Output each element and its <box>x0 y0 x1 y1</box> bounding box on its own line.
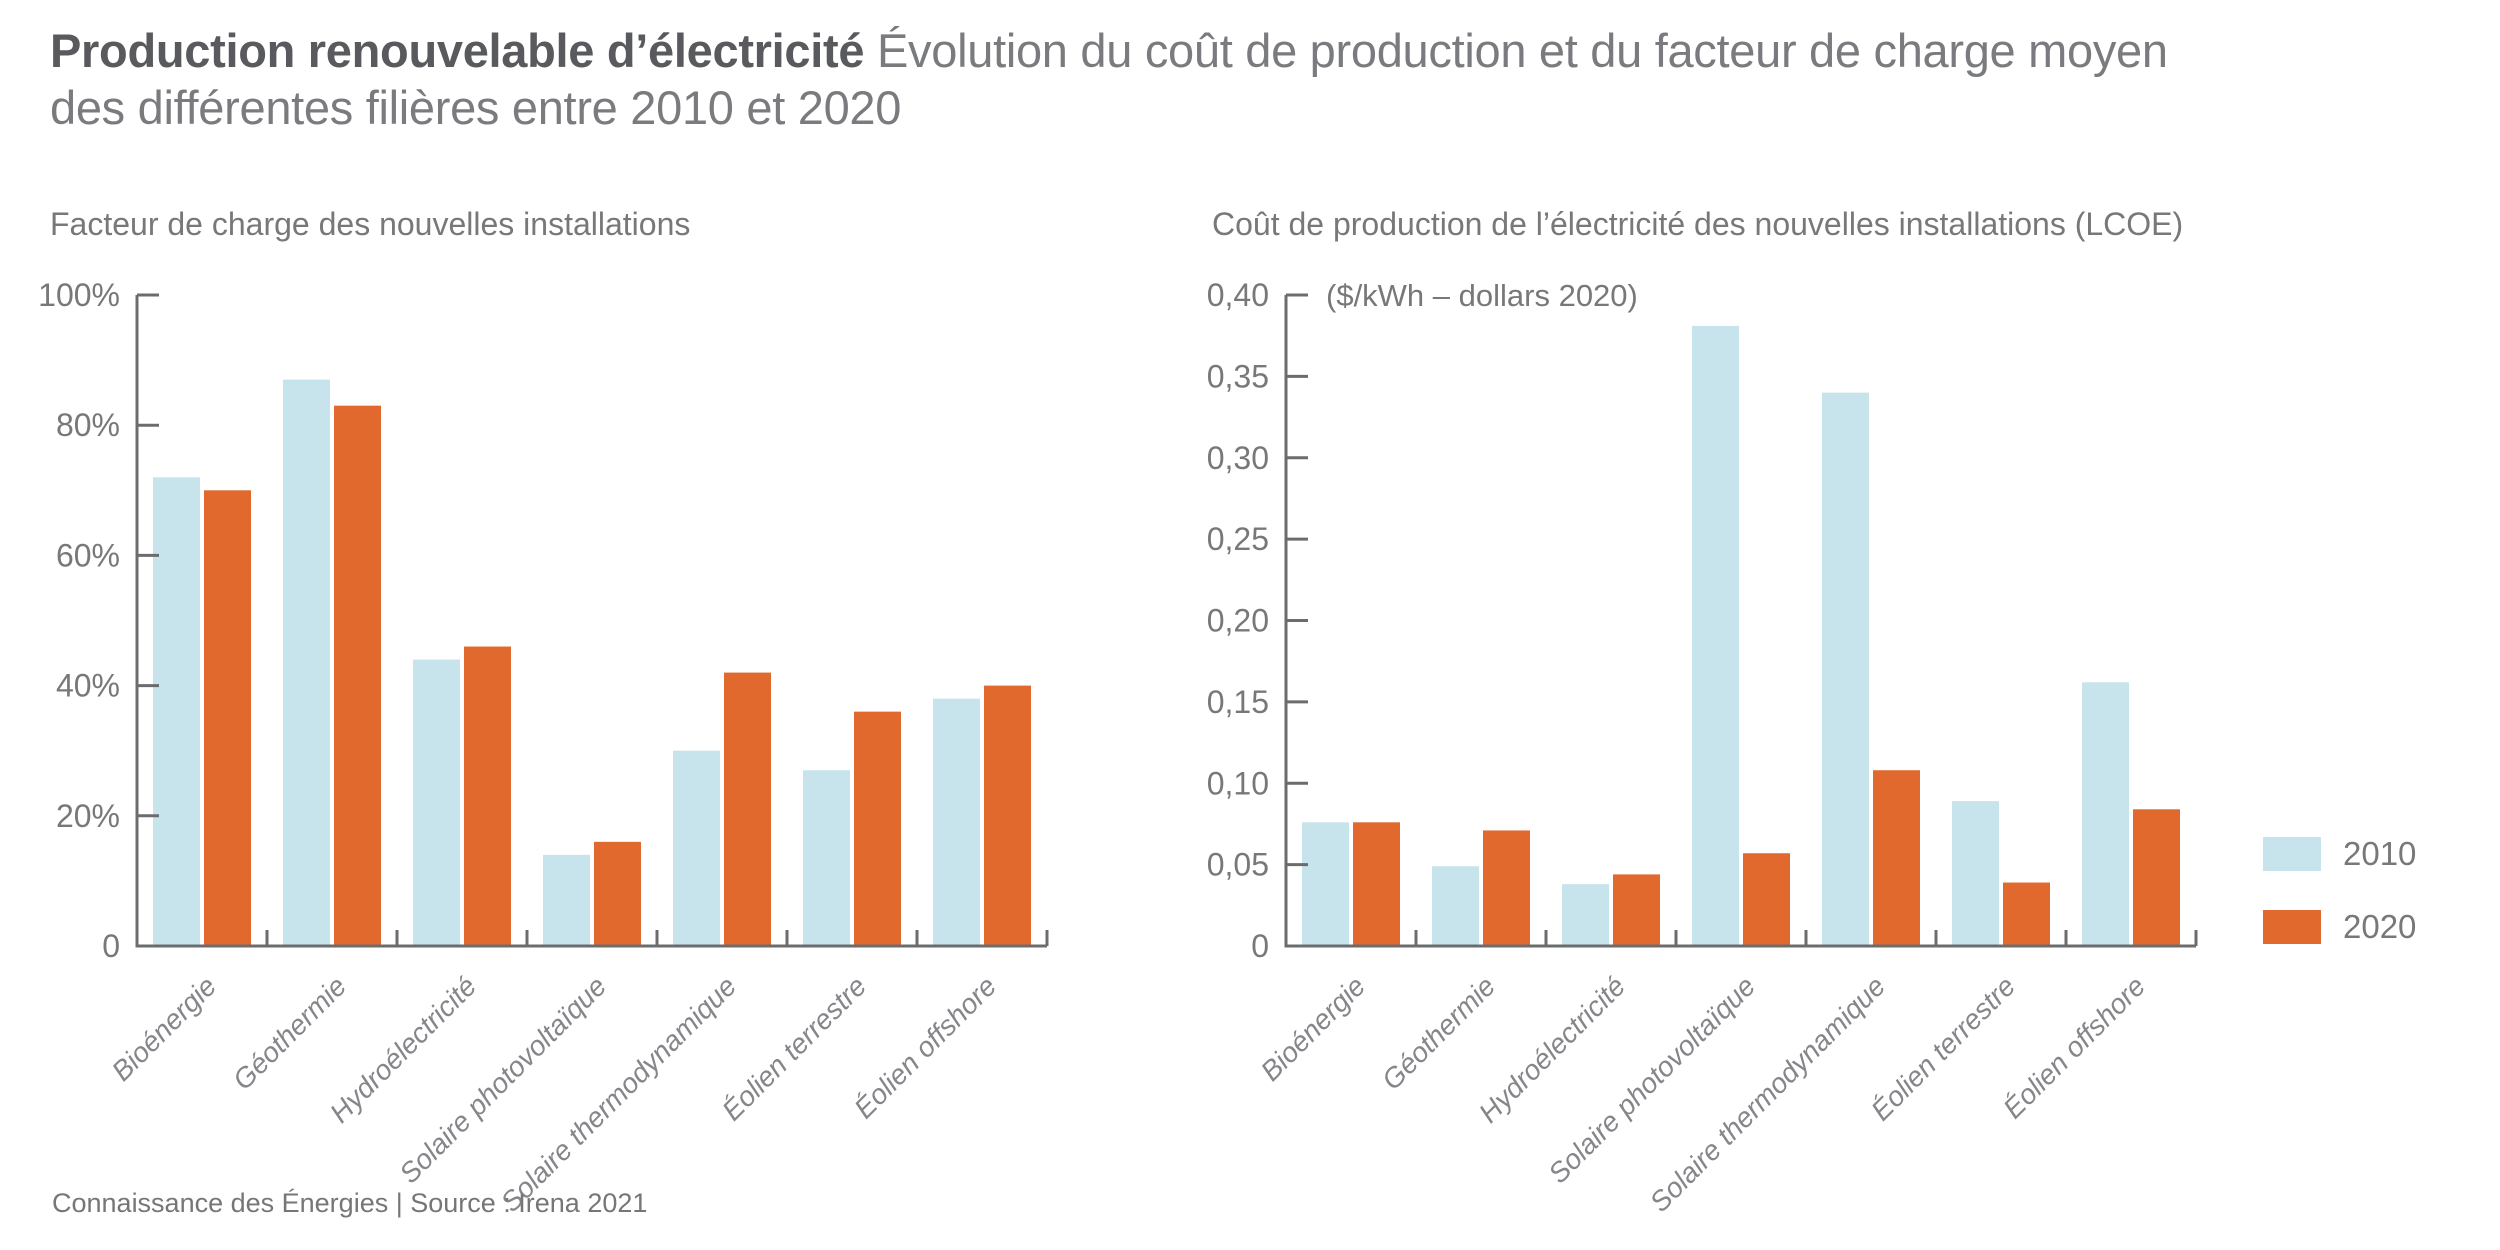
axis-line <box>135 295 1047 948</box>
legend-item-2010: 2010 <box>2263 835 2416 873</box>
y-tick-label: 60% <box>56 537 120 573</box>
x-category-label: Éolien offshore <box>848 970 1002 1124</box>
bar-2020-éolien-terrestre <box>2003 882 2050 946</box>
bar-2010-géothermie <box>283 379 330 946</box>
bar-2020-géothermie <box>1483 830 1530 946</box>
page-title-bold: Production renouvelable d’électricité <box>50 24 865 77</box>
bar-2010-solaire-thermodynamique <box>673 750 720 946</box>
bar-2020-bioénergie <box>204 490 251 946</box>
bar-2020-éolien-terrestre <box>854 711 901 946</box>
page-title: Production renouvelable d’électricité Év… <box>50 22 2170 137</box>
legend-swatch-2010 <box>2263 837 2321 871</box>
bar-2020-hydroélectricité <box>464 646 511 946</box>
y-tick-label: 0,20 <box>1207 603 1269 639</box>
y-tick-label: 100% <box>38 277 120 313</box>
y-tick-label: 0,40 <box>1207 277 1269 313</box>
y-tick-label: 0 <box>1251 928 1269 964</box>
y-tick-label: 0,15 <box>1207 684 1269 720</box>
page-title-regular: Évolution du coût de production et du fa… <box>50 24 2168 135</box>
bar-2010-géothermie <box>1432 866 1479 946</box>
y-tick-label: 0,05 <box>1207 847 1269 883</box>
bar-2010-bioénergie <box>1302 822 1349 946</box>
unit-annotation: ($/kWh – dollars 2020) <box>1326 278 1638 313</box>
source-attribution: Connaissance des Énergies | Source : Ire… <box>52 1188 648 1218</box>
x-category-label: Éolien offshore <box>1997 970 2151 1124</box>
x-category-label: Géothermie <box>227 970 352 1095</box>
capacity-factor-chart: Bioénergie GéothermieHydroélectricitéSola… <box>38 277 1049 1218</box>
bar-2010-solaire-photovoltaïque <box>1692 325 1739 946</box>
bar-2010-bioénergie <box>153 477 200 946</box>
bar-2020-solaire-photovoltaïque <box>1743 853 1790 946</box>
x-category-label: Solaire thermodynamique <box>495 970 743 1218</box>
lcoe-chart-title: Coût de production de l’électricité des … <box>1212 206 2184 242</box>
bar-2010-éolien-offshore <box>2082 682 2129 946</box>
bar-2020-éolien-offshore <box>984 685 1031 946</box>
bar-2020-éolien-offshore <box>2133 809 2180 946</box>
bar-2020-bioénergie <box>1353 822 1400 946</box>
x-category-label: Solaire thermodynamique <box>1644 970 1892 1218</box>
capacity-factor-chart-title: Facteur de charge des nouvelles installa… <box>50 206 691 242</box>
bar-2020-solaire-thermodynamique <box>724 672 771 946</box>
bar-2010-solaire-thermodynamique <box>1822 392 1869 946</box>
y-tick-label: 0,10 <box>1207 765 1269 801</box>
bar-2020-solaire-photovoltaïque <box>594 841 641 946</box>
x-category-label: Bioénergie <box>106 970 223 1087</box>
y-tick-label: 40% <box>56 668 120 704</box>
lcoe-chart: Bioénergie GéothermieHydroélectricitéSola… <box>1207 277 2198 1218</box>
y-tick-label: 80% <box>56 407 120 443</box>
y-tick-label: 0,30 <box>1207 440 1269 476</box>
legend-swatch-2020 <box>2263 910 2321 944</box>
legend-label-2010: 2010 <box>2343 835 2417 872</box>
x-category-label: Bioénergie <box>1255 970 1372 1087</box>
x-category-label: Géothermie <box>1376 970 1501 1095</box>
bar-2010-éolien-terrestre <box>803 770 850 946</box>
legend-label-2020: 2020 <box>2343 908 2417 945</box>
bar-2010-éolien-offshore <box>933 698 980 946</box>
bar-2020-géothermie <box>334 405 381 946</box>
bar-2010-éolien-terrestre <box>1952 801 1999 946</box>
bar-2020-solaire-thermodynamique <box>1873 770 1920 946</box>
y-tick-label: 0 <box>102 928 120 964</box>
bar-2010-hydroélectricité <box>1562 884 1609 946</box>
legend-item-2020: 2020 <box>2263 908 2416 946</box>
y-tick-label: 0,35 <box>1207 358 1269 394</box>
y-tick-label: 0,25 <box>1207 521 1269 557</box>
bar-2010-solaire-photovoltaïque <box>543 854 590 946</box>
y-tick-label: 20% <box>56 798 120 834</box>
bar-2010-hydroélectricité <box>413 659 460 946</box>
legend: 2010 2020 <box>2263 835 2416 981</box>
axis-line <box>1284 295 2196 948</box>
bar-2020-hydroélectricité <box>1613 874 1660 946</box>
